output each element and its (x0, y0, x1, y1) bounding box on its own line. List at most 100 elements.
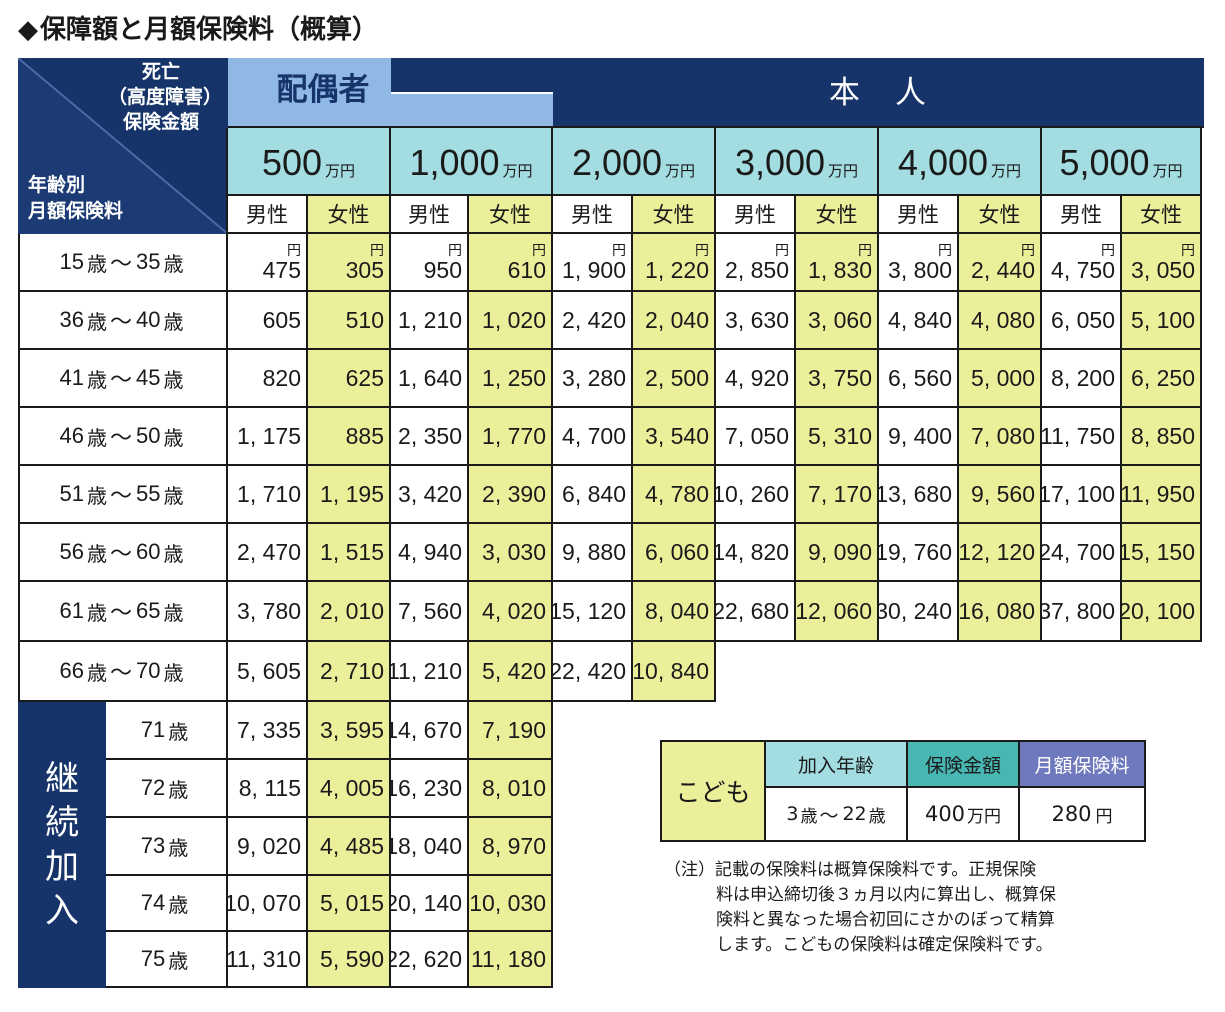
premium-cell: 15, 150 (1122, 524, 1202, 582)
premium-value: 3, 750 (808, 364, 872, 391)
notes-line-2: 料は申込締切後３ヵ月以内に算出し、概算保 (716, 885, 1056, 905)
premium-cell: 13, 680 (879, 466, 959, 524)
continuation-premium-cell: 8, 115 (228, 760, 308, 818)
corner-top-labels: 死亡 （高度障害） 保険金額 (108, 60, 222, 135)
premium-cell: 37, 800 (1042, 582, 1122, 642)
age-unit: 歳 (168, 837, 189, 860)
age-to: 40 (136, 307, 161, 332)
premium-cell: 10, 840 (633, 642, 716, 702)
amount-value: 5,000 (1059, 142, 1150, 183)
age-from: 61 (59, 598, 84, 623)
premium-cell: 10, 260 (716, 466, 796, 524)
premium-value: 3, 060 (808, 306, 872, 333)
continuation-premium-cell: 16, 230 (391, 760, 469, 818)
age-unit: 歳 (86, 543, 107, 566)
continuation-age: 72 (140, 775, 166, 800)
continuation-age-75: 75 歳 (106, 932, 228, 988)
age-tilde: 〜 (109, 367, 132, 392)
premium-value: 3, 780 (237, 597, 301, 624)
child-premium-value: 280 (1051, 802, 1092, 826)
spouse-tab-top (228, 58, 391, 128)
premium-value: 7, 335 (237, 716, 301, 743)
male-header: 男性 (716, 196, 796, 234)
spouse-group-header: 配偶者 (228, 58, 553, 128)
premium-value: 5, 015 (320, 889, 384, 916)
yen-marker: 円 (938, 242, 952, 258)
age-unit: 歳 (168, 721, 189, 744)
premium-cell: 11, 950 (1122, 466, 1202, 524)
continuation-label: 継 続 加 入 (18, 702, 106, 988)
child-header-amount: 保険金額 (908, 742, 1020, 788)
premium-cell: 8, 850 (1122, 408, 1202, 466)
female-header: 女性 (959, 196, 1042, 234)
corner-header: 死亡 （高度障害） 保険金額 年齢別 月額保険料 (18, 58, 228, 234)
yen-marker: 円 (287, 242, 301, 258)
age-unit: 歳 (86, 311, 107, 334)
premium-value: 6, 250 (1131, 364, 1195, 391)
age-to: 70 (136, 658, 161, 683)
yen-marker: 円 (612, 242, 626, 258)
premium-value: 1, 175 (237, 422, 301, 449)
premium-cell: 1, 640 (391, 350, 469, 408)
continuation-premium-cell: 8, 010 (469, 760, 553, 818)
premium-cell: 1, 210 (391, 292, 469, 350)
premium-value: 950 (423, 257, 462, 283)
corner-label-monthly-premium: 月額保険料 (28, 200, 124, 222)
child-age-to: 22 (842, 803, 867, 825)
female-label: 女性 (327, 204, 370, 227)
age-range-51-55: 51 歳〜 55 歳 (20, 466, 228, 524)
continuation-premium-cell: 10, 030 (469, 876, 553, 932)
premium-cell: 円 610 (469, 234, 553, 292)
amount-unit: 万円 (828, 163, 859, 180)
continuation-premium-cell: 18, 040 (391, 818, 469, 876)
premium-cell: 4, 940 (391, 524, 469, 582)
premium-value: 1, 770 (482, 422, 546, 449)
female-label: 女性 (652, 204, 695, 227)
premium-value: 885 (345, 422, 384, 449)
female-header: 女性 (796, 196, 879, 234)
premium-cell: 4, 920 (716, 350, 796, 408)
child-amount-unit: 万円 (967, 806, 1002, 827)
age-unit: 歳 (163, 427, 184, 450)
amount-unit: 万円 (502, 163, 533, 180)
premium-cell: 5, 100 (1122, 292, 1202, 350)
continuation-premium-cell: 20, 140 (391, 876, 469, 932)
premium-value: 8, 115 (238, 774, 301, 801)
premium-cell: 4, 700 (553, 408, 633, 466)
continuation-premium-cell: 5, 590 (308, 932, 391, 988)
premium-value: 10, 030 (469, 889, 546, 916)
age-unit: 歳 (86, 602, 107, 625)
premium-cell: 1, 020 (469, 292, 553, 350)
premium-value: 2, 440 (971, 257, 1035, 283)
premium-cell: 9, 400 (879, 408, 959, 466)
premium-cell: 1, 195 (308, 466, 391, 524)
premium-cell: 12, 060 (796, 582, 879, 642)
male-header: 男性 (391, 196, 469, 234)
premium-cell: 5, 000 (959, 350, 1042, 408)
premium-value: 4, 840 (888, 306, 952, 333)
premium-value: 8, 200 (1051, 364, 1115, 391)
premium-cell: 1, 515 (308, 524, 391, 582)
male-label: 男性 (897, 204, 939, 227)
child-amount-value: 400 (924, 802, 966, 826)
premium-cell: 4, 080 (959, 292, 1042, 350)
age-from: 66 (59, 658, 84, 683)
continuation-premium-cell: 7, 335 (228, 702, 308, 760)
age-to: 45 (136, 365, 161, 390)
age-unit: 歳 (86, 662, 107, 685)
amount-header-2: 2,000 万円 (553, 128, 716, 196)
premium-value: 18, 040 (391, 832, 462, 859)
premium-value: 15, 150 (1122, 538, 1195, 565)
premium-cell: 2, 010 (308, 582, 391, 642)
premium-cell: 1, 175 (228, 408, 308, 466)
premium-value: 2, 010 (320, 597, 384, 624)
continuation-premium-cell: 11, 310 (228, 932, 308, 988)
female-header: 女性 (308, 196, 391, 234)
child-age-tilde: 〜 (819, 804, 839, 827)
age-to: 50 (136, 423, 161, 448)
premium-value: 20, 140 (391, 889, 462, 916)
premium-cell: 円 950 (391, 234, 469, 292)
premium-cell: 6, 050 (1042, 292, 1122, 350)
premium-value: 4, 485 (320, 832, 384, 859)
age-unit: 歳 (168, 950, 189, 973)
